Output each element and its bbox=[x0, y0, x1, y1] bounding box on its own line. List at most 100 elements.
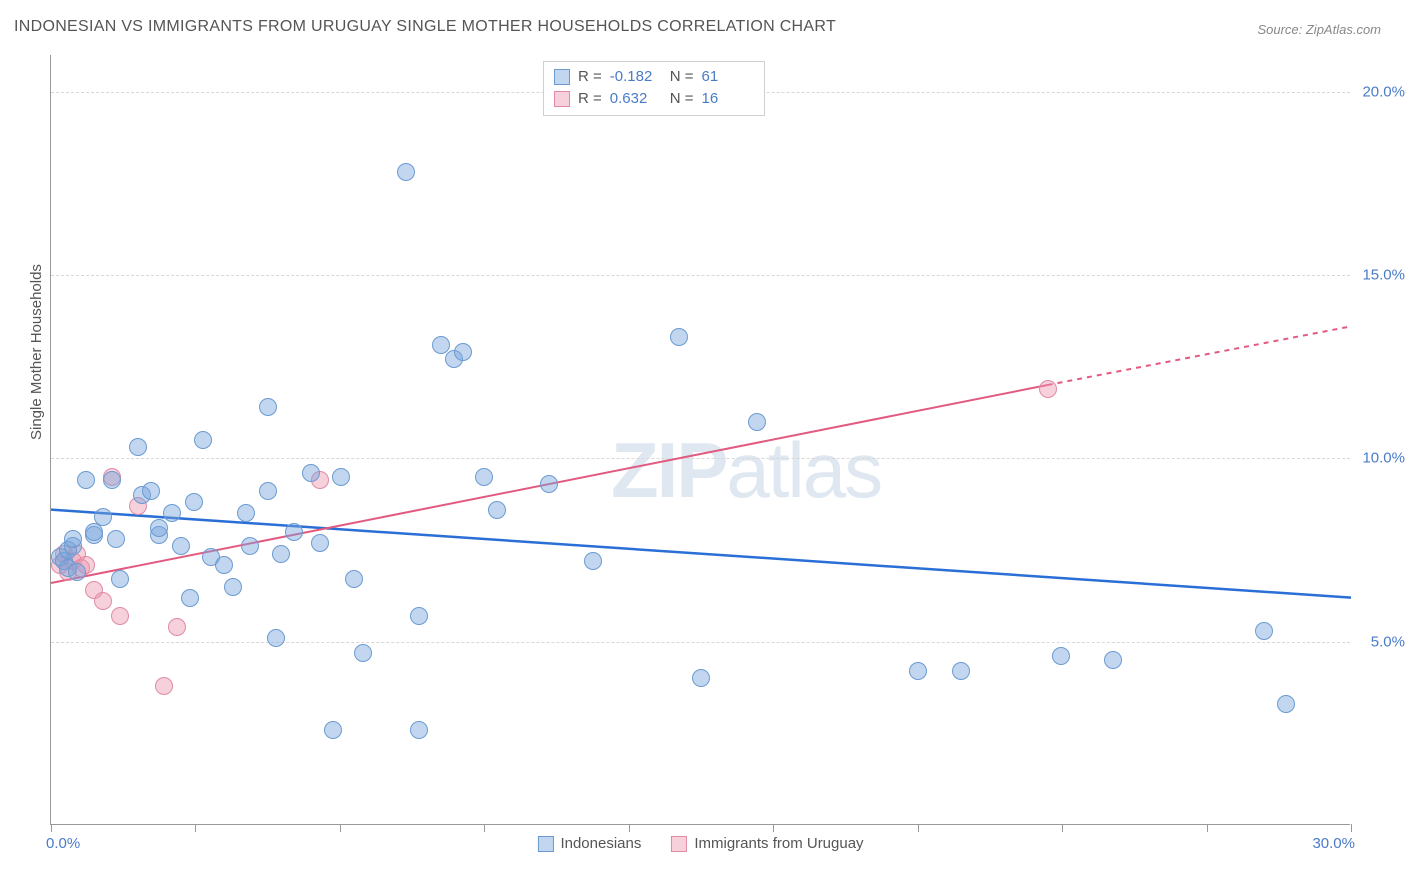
x-tick bbox=[773, 824, 774, 832]
stats-r-label-2: R = bbox=[578, 88, 602, 110]
data-point bbox=[259, 482, 277, 500]
x-tick bbox=[918, 824, 919, 832]
data-point bbox=[150, 519, 168, 537]
stats-r-label-1: R = bbox=[578, 66, 602, 88]
x-tick bbox=[340, 824, 341, 832]
data-point bbox=[1277, 695, 1295, 713]
data-point bbox=[410, 721, 428, 739]
data-point bbox=[302, 464, 320, 482]
stats-box: R = -0.182 N = 61 R = 0.632 N = 16 bbox=[543, 61, 765, 116]
gridline bbox=[51, 458, 1350, 459]
x-tick bbox=[51, 824, 52, 832]
data-point bbox=[77, 471, 95, 489]
data-point bbox=[285, 523, 303, 541]
data-point bbox=[94, 592, 112, 610]
stats-n-value-1: 61 bbox=[702, 66, 754, 88]
stats-r-value-1: -0.182 bbox=[610, 66, 662, 88]
data-point bbox=[1104, 651, 1122, 669]
data-point bbox=[185, 493, 203, 511]
data-point bbox=[267, 629, 285, 647]
data-point bbox=[909, 662, 927, 680]
watermark: ZIPatlas bbox=[611, 425, 881, 516]
legend-item-2: Immigrants from Uruguay bbox=[671, 835, 863, 852]
data-point bbox=[237, 504, 255, 522]
y-axis-label: Single Mother Households bbox=[28, 264, 45, 440]
legend-swatch-2 bbox=[671, 836, 687, 852]
y-tick-label: 5.0% bbox=[1371, 633, 1405, 650]
x-tick bbox=[1207, 824, 1208, 832]
data-point bbox=[488, 501, 506, 519]
x-tick bbox=[1351, 824, 1352, 832]
gridline bbox=[51, 642, 1350, 643]
data-point bbox=[324, 721, 342, 739]
data-point bbox=[107, 530, 125, 548]
legend: Indonesians Immigrants from Uruguay bbox=[537, 835, 863, 852]
x-axis-max-label: 30.0% bbox=[1312, 835, 1355, 852]
data-point bbox=[540, 475, 558, 493]
data-point bbox=[1255, 622, 1273, 640]
data-point bbox=[259, 398, 277, 416]
data-point bbox=[142, 482, 160, 500]
x-tick bbox=[629, 824, 630, 832]
data-point bbox=[194, 431, 212, 449]
data-point bbox=[224, 578, 242, 596]
stats-n-label-1: N = bbox=[670, 66, 694, 88]
data-point bbox=[584, 552, 602, 570]
data-point bbox=[64, 530, 82, 548]
data-point bbox=[111, 570, 129, 588]
stats-n-value-2: 16 bbox=[702, 88, 754, 110]
legend-label-2: Immigrants from Uruguay bbox=[694, 835, 863, 852]
source-attribution: Source: ZipAtlas.com bbox=[1257, 22, 1381, 37]
plot-area: ZIPatlas 5.0%10.0%15.0%20.0% 0.0% 30.0% … bbox=[50, 55, 1350, 825]
stats-row-series-2: R = 0.632 N = 16 bbox=[554, 88, 754, 110]
legend-label-1: Indonesians bbox=[560, 835, 641, 852]
data-point bbox=[332, 468, 350, 486]
data-point bbox=[397, 163, 415, 181]
watermark-atlas: atlas bbox=[726, 426, 881, 514]
stats-swatch-1 bbox=[554, 69, 570, 85]
watermark-zip: ZIP bbox=[611, 426, 726, 514]
data-point bbox=[1052, 647, 1070, 665]
stats-row-series-1: R = -0.182 N = 61 bbox=[554, 66, 754, 88]
data-point bbox=[155, 677, 173, 695]
data-point bbox=[241, 537, 259, 555]
data-point bbox=[94, 508, 112, 526]
legend-swatch-1 bbox=[537, 836, 553, 852]
data-point bbox=[475, 468, 493, 486]
data-point bbox=[111, 607, 129, 625]
data-point bbox=[454, 343, 472, 361]
y-tick-label: 15.0% bbox=[1362, 267, 1405, 284]
x-tick bbox=[195, 824, 196, 832]
data-point bbox=[748, 413, 766, 431]
y-tick-label: 20.0% bbox=[1362, 83, 1405, 100]
data-point bbox=[172, 537, 190, 555]
data-point bbox=[311, 534, 329, 552]
data-point bbox=[215, 556, 233, 574]
chart-title: INDONESIAN VS IMMIGRANTS FROM URUGUAY SI… bbox=[14, 18, 836, 36]
y-tick-label: 10.0% bbox=[1362, 450, 1405, 467]
stats-n-label-2: N = bbox=[670, 88, 694, 110]
legend-item-1: Indonesians bbox=[537, 835, 641, 852]
data-point bbox=[692, 669, 710, 687]
x-axis-min-label: 0.0% bbox=[46, 835, 80, 852]
stats-swatch-2 bbox=[554, 91, 570, 107]
data-point bbox=[68, 563, 86, 581]
data-point bbox=[354, 644, 372, 662]
data-point bbox=[1039, 380, 1057, 398]
data-point bbox=[103, 471, 121, 489]
data-point bbox=[670, 328, 688, 346]
data-point bbox=[272, 545, 290, 563]
x-tick bbox=[484, 824, 485, 832]
regression-lines bbox=[51, 55, 1350, 824]
data-point bbox=[345, 570, 363, 588]
data-point bbox=[410, 607, 428, 625]
data-point bbox=[952, 662, 970, 680]
data-point bbox=[163, 504, 181, 522]
gridline bbox=[51, 275, 1350, 276]
data-point bbox=[432, 336, 450, 354]
data-point bbox=[168, 618, 186, 636]
x-tick bbox=[1062, 824, 1063, 832]
data-point bbox=[181, 589, 199, 607]
data-point bbox=[129, 438, 147, 456]
stats-r-value-2: 0.632 bbox=[610, 88, 662, 110]
